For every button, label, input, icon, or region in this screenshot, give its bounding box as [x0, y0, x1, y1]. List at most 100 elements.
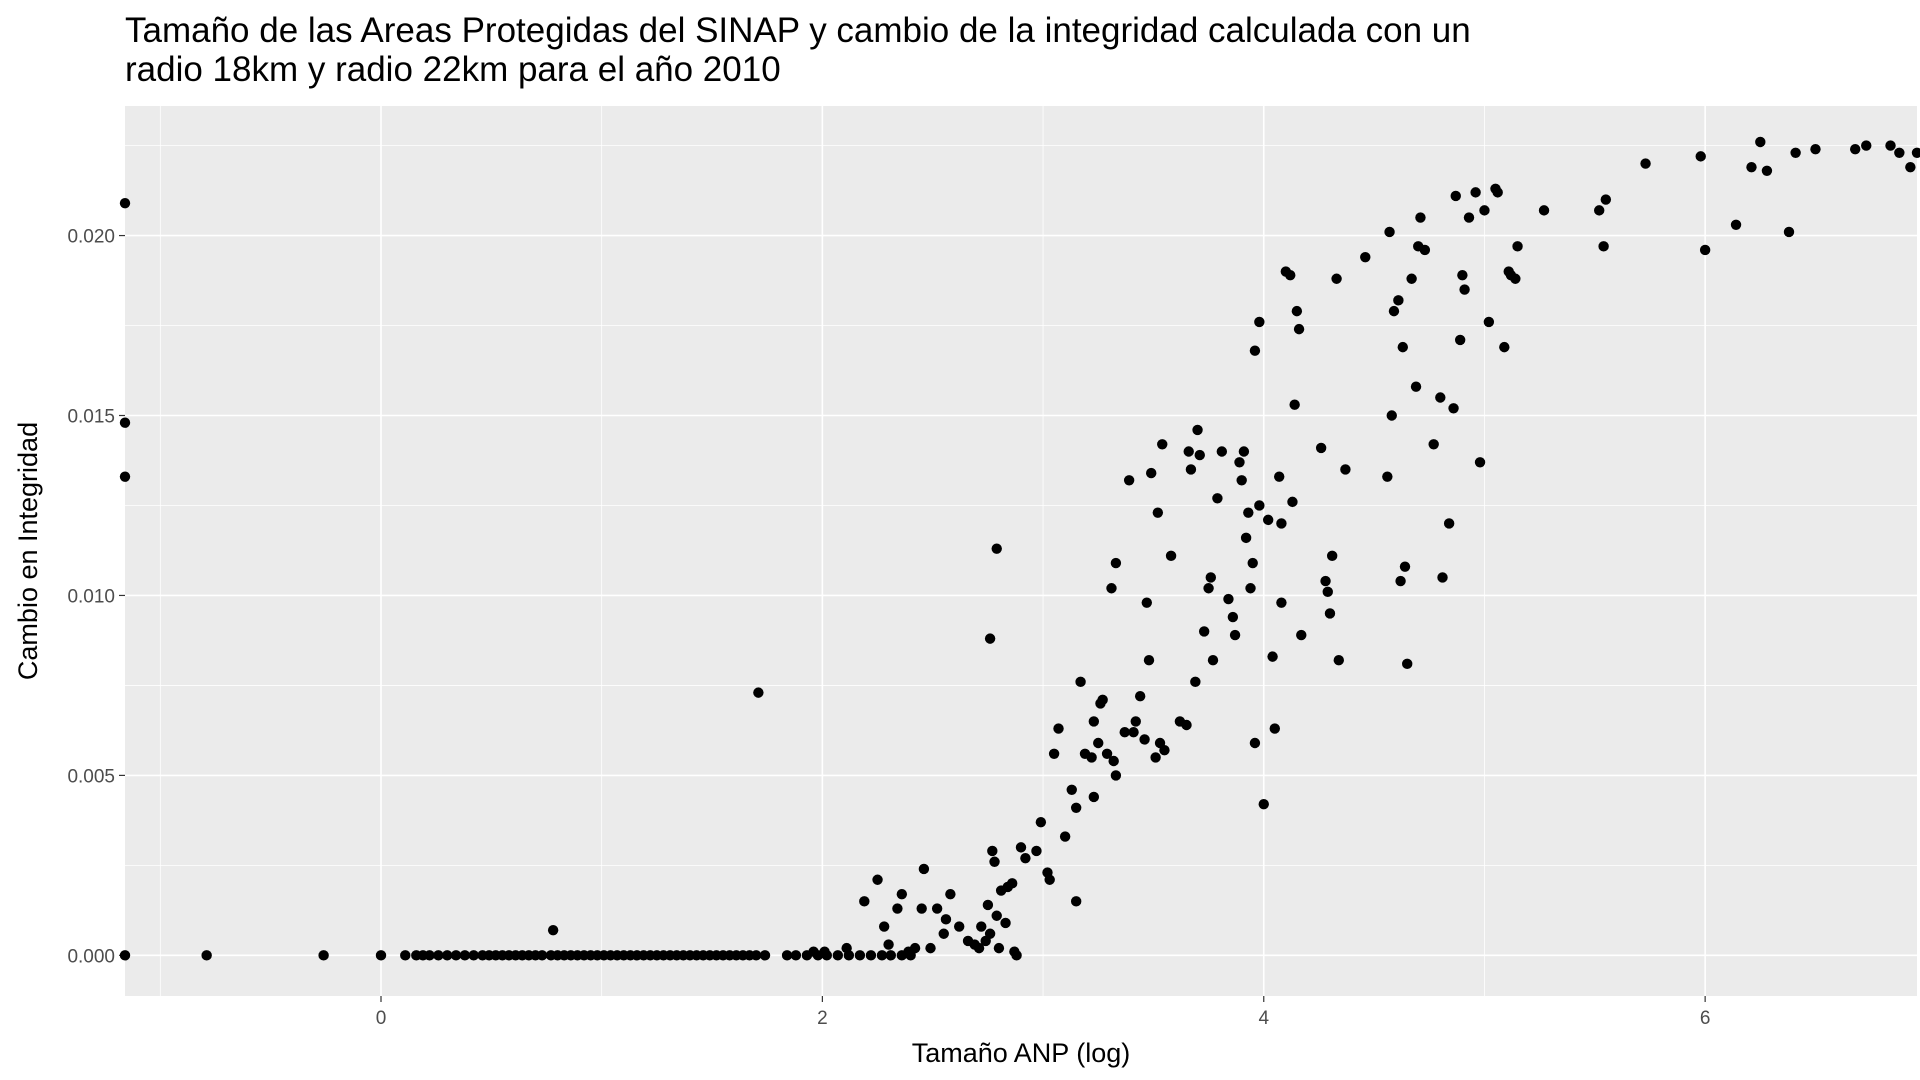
data-point	[1238, 446, 1250, 457]
data-point	[878, 921, 890, 932]
data-point	[1399, 561, 1411, 572]
data-point	[1331, 273, 1342, 284]
data-point	[885, 950, 896, 961]
y-tick-label: 0.015	[67, 407, 115, 428]
data-point	[1905, 161, 1916, 173]
data-point	[993, 942, 1005, 954]
data-point	[1011, 950, 1022, 961]
data-point	[1143, 655, 1155, 666]
data-point	[973, 942, 985, 954]
data-point	[1000, 917, 1011, 929]
data-point	[1783, 226, 1795, 238]
data-point	[1240, 532, 1252, 544]
data-point	[1761, 165, 1773, 176]
data-point	[1894, 147, 1905, 158]
x-tick-label: 6	[1700, 1008, 1711, 1029]
data-point	[1139, 734, 1150, 745]
data-point	[1053, 723, 1064, 734]
data-point	[1276, 597, 1287, 608]
data-point	[1059, 831, 1071, 842]
data-point	[1538, 205, 1550, 216]
data-point	[808, 946, 819, 957]
data-point	[819, 946, 830, 957]
data-point	[1437, 572, 1448, 583]
data-point	[896, 888, 908, 900]
data-point	[854, 950, 866, 961]
x-tick-label: 2	[817, 1008, 828, 1029]
data-point	[1070, 896, 1082, 907]
data-point	[938, 928, 949, 939]
data-point	[859, 896, 870, 907]
y-tick-label: 0.020	[67, 227, 115, 248]
data-point	[1435, 392, 1446, 403]
data-point	[459, 950, 471, 961]
data-point	[931, 903, 943, 914]
data-point	[119, 197, 131, 209]
data-point	[750, 950, 762, 961]
data-point	[119, 950, 131, 961]
data-point	[1443, 518, 1455, 529]
data-point	[1393, 295, 1404, 306]
data-point	[1070, 802, 1082, 813]
data-point	[976, 921, 987, 932]
data-point	[1267, 651, 1278, 662]
data-point	[1755, 136, 1766, 148]
data-point	[1492, 187, 1503, 198]
data-point	[1119, 727, 1130, 738]
data-point	[987, 845, 998, 857]
data-point	[984, 633, 996, 644]
data-point	[945, 888, 956, 900]
data-point	[1134, 691, 1146, 702]
data-point	[1850, 143, 1861, 155]
data-point	[1234, 457, 1245, 468]
data-point	[1384, 226, 1395, 238]
data-point	[1262, 514, 1274, 526]
data-point	[1289, 399, 1300, 410]
y-tick-label: 0.000	[67, 946, 115, 967]
data-point	[753, 687, 764, 698]
data-point	[1247, 557, 1258, 569]
data-point	[318, 950, 329, 961]
x-tick-label: 0	[376, 1008, 387, 1029]
data-point	[759, 950, 771, 961]
data-point	[1382, 471, 1393, 482]
data-point	[1406, 273, 1417, 284]
data-point	[883, 939, 894, 950]
data-point	[1296, 629, 1307, 641]
data-point	[1203, 583, 1214, 594]
data-point	[1410, 381, 1422, 392]
data-point	[865, 950, 877, 961]
data-point	[1212, 493, 1223, 504]
data-point	[400, 950, 411, 961]
data-point	[201, 950, 212, 961]
data-point	[433, 950, 444, 961]
data-point	[1340, 464, 1351, 475]
data-point	[119, 471, 131, 482]
data-point	[1322, 586, 1333, 598]
data-point	[1395, 575, 1406, 587]
data-point	[892, 903, 903, 914]
data-point	[1699, 244, 1711, 256]
axis-ticks: 0 2 4 6 0.000 0.005 0.010 0.015 0.020	[67, 227, 1710, 1029]
data-point	[1397, 341, 1408, 353]
data-point	[1123, 475, 1135, 486]
data-point	[1194, 449, 1205, 461]
data-points	[119, 136, 1920, 961]
data-point	[1207, 655, 1219, 666]
data-point	[1293, 323, 1305, 335]
data-point	[841, 942, 852, 954]
data-point	[1479, 205, 1490, 216]
data-point	[1110, 557, 1122, 569]
data-point	[1110, 770, 1122, 781]
data-point	[1463, 212, 1475, 223]
chart-title-line-1: Tamaño de las Areas Protegidas del SINAP…	[125, 11, 1471, 50]
data-point	[1276, 518, 1287, 529]
data-point	[1165, 550, 1177, 562]
data-point	[1254, 500, 1265, 511]
data-point	[1150, 752, 1161, 763]
data-point	[872, 874, 883, 885]
x-axis-title: Tamaño ANP (log)	[912, 1038, 1131, 1068]
data-point	[918, 863, 930, 875]
data-point	[989, 856, 1000, 867]
